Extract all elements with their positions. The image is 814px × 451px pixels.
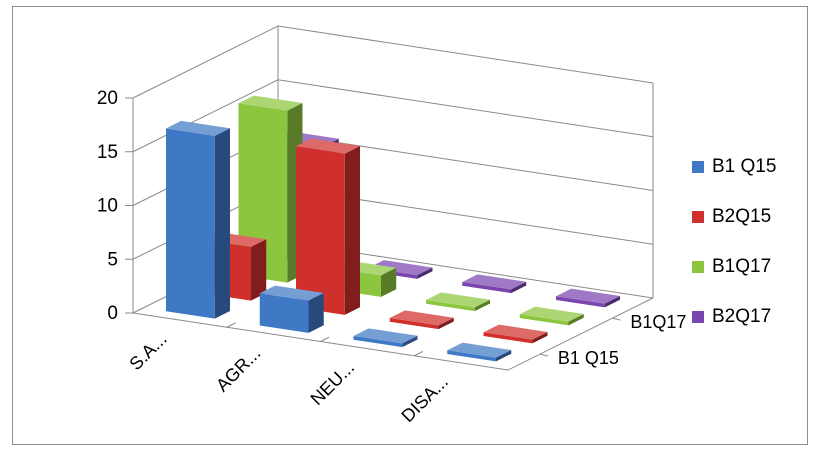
floor-tick [414, 350, 424, 357]
legend-item-b1q17: B1Q17 [692, 242, 776, 292]
gridline [132, 25, 654, 99]
bar-front [296, 146, 345, 315]
legend-swatch-b2q15 [692, 211, 704, 223]
legend-swatch-b2q17 [692, 311, 704, 323]
bar-top [519, 306, 584, 322]
y-tick-label: 0 [107, 303, 118, 324]
depth-axis: B1 Q15 B1Q17 [539, 312, 686, 368]
bar-top [556, 288, 620, 304]
bar-side [308, 293, 324, 333]
legend-label-b1q17: B1Q17 [712, 256, 772, 277]
bar-b1-q15-1 [259, 285, 324, 333]
floor-tick [226, 322, 236, 328]
legend-label-b1-q15: B1 Q15 [712, 156, 777, 177]
bar-b2q15-3 [483, 324, 548, 344]
y-tick-label: 5 [107, 249, 118, 270]
floor-tick [320, 336, 330, 342]
bar-front [447, 350, 497, 362]
bar-top [166, 120, 230, 136]
depth-tick [539, 353, 549, 357]
bar-front [556, 296, 605, 308]
y-axis: 0 5 10 15 20 [97, 88, 133, 324]
bar-b1q17-3 [519, 306, 584, 326]
category-label: NEU... [307, 357, 359, 409]
bar-b1-q15-0 [166, 120, 230, 319]
category-label: S.A... [125, 329, 170, 374]
legend-item-b1-q15: B1 Q15 [692, 142, 776, 192]
depth-label: B1 Q15 [558, 348, 619, 368]
depth-tick [612, 317, 621, 321]
bar-front [389, 317, 439, 330]
legend-label-b2q17: B2Q17 [712, 306, 772, 327]
bar-top [296, 138, 360, 154]
bar-side [381, 267, 397, 297]
bar-front [166, 128, 215, 319]
bar-front [519, 314, 569, 326]
bar-b2q15-2 [389, 310, 454, 330]
legend-label-b2q15: B2Q15 [712, 206, 772, 227]
bar-top [353, 328, 418, 344]
chart-area [12, 6, 808, 445]
bar-b2q17-2 [462, 274, 527, 294]
bar-side [214, 128, 230, 319]
legend-swatch-b1-q15 [692, 161, 704, 173]
bar-front [426, 299, 475, 312]
bar-front [462, 281, 512, 294]
bar-b1q17-2 [426, 292, 490, 312]
y-tick-label: 20 [97, 88, 118, 109]
bar-side [604, 296, 620, 308]
bar-side [496, 350, 512, 362]
y-tick-label: 15 [97, 142, 118, 163]
bar-top [389, 310, 454, 326]
bar-top [368, 260, 433, 276]
bar-b1-q15-3 [447, 342, 512, 362]
legend: B1 Q15 B2Q15 B1Q17 B2Q17 [692, 142, 776, 342]
bar-side [438, 317, 454, 330]
bar-side [344, 146, 360, 315]
legend-item-b2q15: B2Q15 [692, 192, 776, 242]
bar-side [511, 281, 527, 294]
bar-top [447, 342, 512, 358]
bar-front [483, 332, 533, 344]
bar-side [568, 314, 584, 326]
bar-top [483, 324, 548, 340]
bar-top [238, 95, 303, 111]
bar-b2q15-1 [296, 138, 360, 315]
floor-edge [132, 297, 654, 371]
depth-label: B1Q17 [630, 312, 686, 332]
bars [166, 95, 620, 362]
bar-b2q17-3 [556, 288, 620, 308]
bar-side [402, 335, 418, 348]
category-label: AGR... [212, 343, 264, 395]
legend-swatch-b1q17 [692, 261, 704, 273]
bar-front [259, 293, 309, 333]
category-label: DISA... [397, 372, 451, 426]
bar-b1-q15-2 [353, 328, 418, 348]
bar-side [474, 299, 490, 312]
bar-top [462, 274, 527, 290]
legend-item-b2q17: B2Q17 [692, 292, 776, 342]
bar-side [532, 332, 548, 344]
bar-side [251, 239, 267, 301]
bar-side [417, 267, 433, 279]
bar-top [259, 285, 324, 301]
bar-top [426, 292, 490, 308]
bar-front [353, 335, 403, 348]
y-tick-label: 10 [97, 196, 118, 217]
